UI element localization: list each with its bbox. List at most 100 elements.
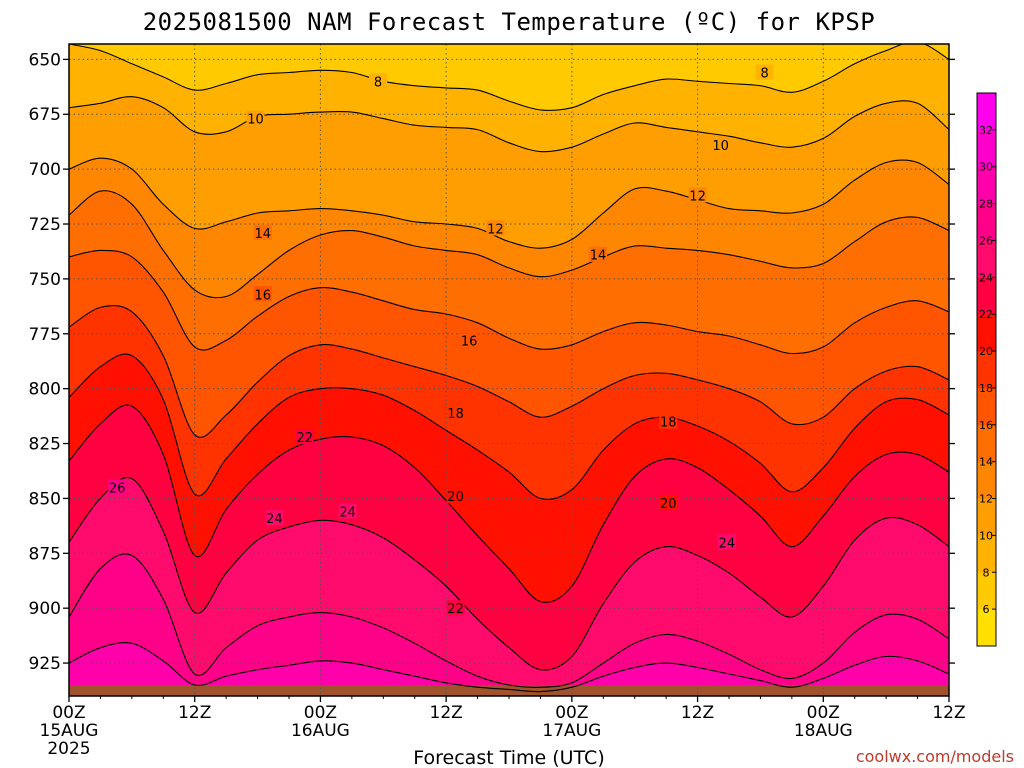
colorbar-tick-label: 12 xyxy=(979,493,993,506)
colorbar-swatch xyxy=(977,498,996,536)
isotherm-layer xyxy=(69,44,949,693)
colorbar-tick-label: 6 xyxy=(983,603,990,616)
contour-label-22: 22 xyxy=(296,431,313,446)
contour-label-12: 12 xyxy=(689,189,706,204)
y-tick-label: 650 xyxy=(29,50,61,70)
colorbar-swatch xyxy=(977,387,996,426)
contour-label-12: 12 xyxy=(487,222,504,237)
contour-label-8: 8 xyxy=(374,75,382,90)
colorbar-frame xyxy=(976,92,997,647)
terrain-below-surface xyxy=(69,685,949,696)
contour-label-bg xyxy=(711,136,730,152)
isotherm-14 xyxy=(69,190,949,299)
contour-label-bg xyxy=(446,600,465,616)
contour-label-bg xyxy=(717,534,736,550)
colorbar-swatch xyxy=(977,535,996,573)
contour-label-layer: 8 8 10 10 12 12 14 14 16 16 18 18 20 20 22 22 24 24 24 26 xyxy=(108,64,774,617)
contour-label-16: 16 xyxy=(255,288,272,303)
contour-label-bg xyxy=(295,428,314,444)
temperature-fill-layer xyxy=(69,44,949,696)
x-tick-label: 12Z xyxy=(932,703,965,723)
colorbar-tick-label: 24 xyxy=(979,271,993,284)
x-tick-date: 16AUG xyxy=(291,721,350,741)
contour-label-24: 24 xyxy=(266,512,283,527)
x-tick-label: 12Z xyxy=(430,703,463,723)
contour-label-bg xyxy=(338,503,357,519)
isotherm-26 xyxy=(69,553,949,688)
colorbar-tick-label: 26 xyxy=(979,234,993,247)
contour-label-bg xyxy=(589,246,608,262)
x-tick-label: 00Z xyxy=(304,703,337,723)
contour-label-bg xyxy=(755,64,774,80)
contour-label-bg xyxy=(460,332,479,348)
isotherm-12 xyxy=(69,157,949,249)
colorbar-tick-label: 30 xyxy=(979,161,993,174)
contour-label-bg xyxy=(253,224,272,240)
colorbar-tick-label: 8 xyxy=(983,566,990,579)
contour-label-bg xyxy=(265,510,284,526)
y-tick-label: 750 xyxy=(29,270,61,290)
colorbar: 6 8 10 12 14 16 18 20 22 24 26 28 30 32 xyxy=(976,92,997,647)
contour-label-bg xyxy=(108,479,127,495)
colorbar-swatch xyxy=(977,314,996,352)
colorbar-swatch xyxy=(977,277,996,315)
colorbar-tick-label: 22 xyxy=(979,308,993,321)
grid-layer xyxy=(69,44,949,696)
isotherm-24 xyxy=(69,476,949,671)
contour-label-22: 22 xyxy=(447,602,464,617)
contour-label-24: 24 xyxy=(339,506,356,521)
contour-label-16: 16 xyxy=(461,334,478,349)
isotherm-16 xyxy=(69,249,949,355)
colorbar-swatch xyxy=(977,609,996,647)
y-tick-label: 825 xyxy=(29,435,61,455)
x-tick-date: 15AUG xyxy=(40,721,99,741)
y-tick-label: 725 xyxy=(29,215,61,235)
colorbar-swatch xyxy=(977,203,996,241)
contour-label-8: 8 xyxy=(760,67,768,82)
colorbar-swatch xyxy=(977,461,996,499)
isotherm-18 xyxy=(69,305,949,438)
y-axis: 650 675 700 725 750 775 800 825 850 875 900 925 xyxy=(29,50,955,674)
contour-label-14: 14 xyxy=(255,227,272,242)
isotherm-20 xyxy=(69,353,949,500)
colorbar-swatch xyxy=(977,572,996,610)
contour-label-26: 26 xyxy=(109,481,126,496)
contour-label-24: 24 xyxy=(719,536,736,551)
colorbar-tick-label: 14 xyxy=(979,456,993,469)
colorbar-swatch xyxy=(977,166,996,204)
y-tick-label: 675 xyxy=(29,105,61,125)
colorbar-tick-label: 32 xyxy=(979,124,993,137)
contour-label-bg xyxy=(688,187,707,203)
temperature-band-26 xyxy=(69,553,949,696)
contour-label-bg xyxy=(446,404,465,420)
contour-label-18: 18 xyxy=(447,407,464,422)
colorbar-tick-label: 28 xyxy=(979,198,993,211)
colorbar-tick-label: 18 xyxy=(979,382,993,395)
isotherm-10 xyxy=(69,96,949,153)
contour-label-18: 18 xyxy=(660,416,677,431)
x-tick-label: 00Z xyxy=(807,703,840,723)
x-tick-label: 00Z xyxy=(52,703,85,723)
contour-label-bg xyxy=(659,494,678,510)
contour-label-bg xyxy=(446,488,465,504)
contour-label-20: 20 xyxy=(447,490,464,505)
y-tick-label: 800 xyxy=(29,380,61,400)
y-tick-label: 850 xyxy=(29,489,61,509)
y-tick-label: 900 xyxy=(29,599,61,619)
isotherm-8 xyxy=(69,44,949,111)
colorbar-swatch xyxy=(977,424,996,462)
isotherm-28 xyxy=(69,642,949,693)
y-tick-label: 875 xyxy=(29,544,61,564)
colorbar-tick-label: 16 xyxy=(979,419,993,432)
contour-label-bg xyxy=(253,286,272,302)
contour-label-bg xyxy=(246,110,265,126)
chart-title: 2025081500 NAM Forecast Temperature (ºC)… xyxy=(143,8,876,36)
x-tick-date: 18AUG xyxy=(794,721,853,741)
x-axis-label: Forecast Time (UTC) xyxy=(413,747,604,768)
contour-label-10: 10 xyxy=(712,139,729,154)
y-tick-label: 925 xyxy=(29,654,61,674)
colorbar-swatch xyxy=(977,240,996,278)
credit-text: coolwx.com/models xyxy=(856,747,1014,766)
